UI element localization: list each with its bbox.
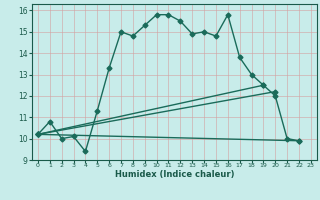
X-axis label: Humidex (Indice chaleur): Humidex (Indice chaleur) bbox=[115, 170, 234, 179]
